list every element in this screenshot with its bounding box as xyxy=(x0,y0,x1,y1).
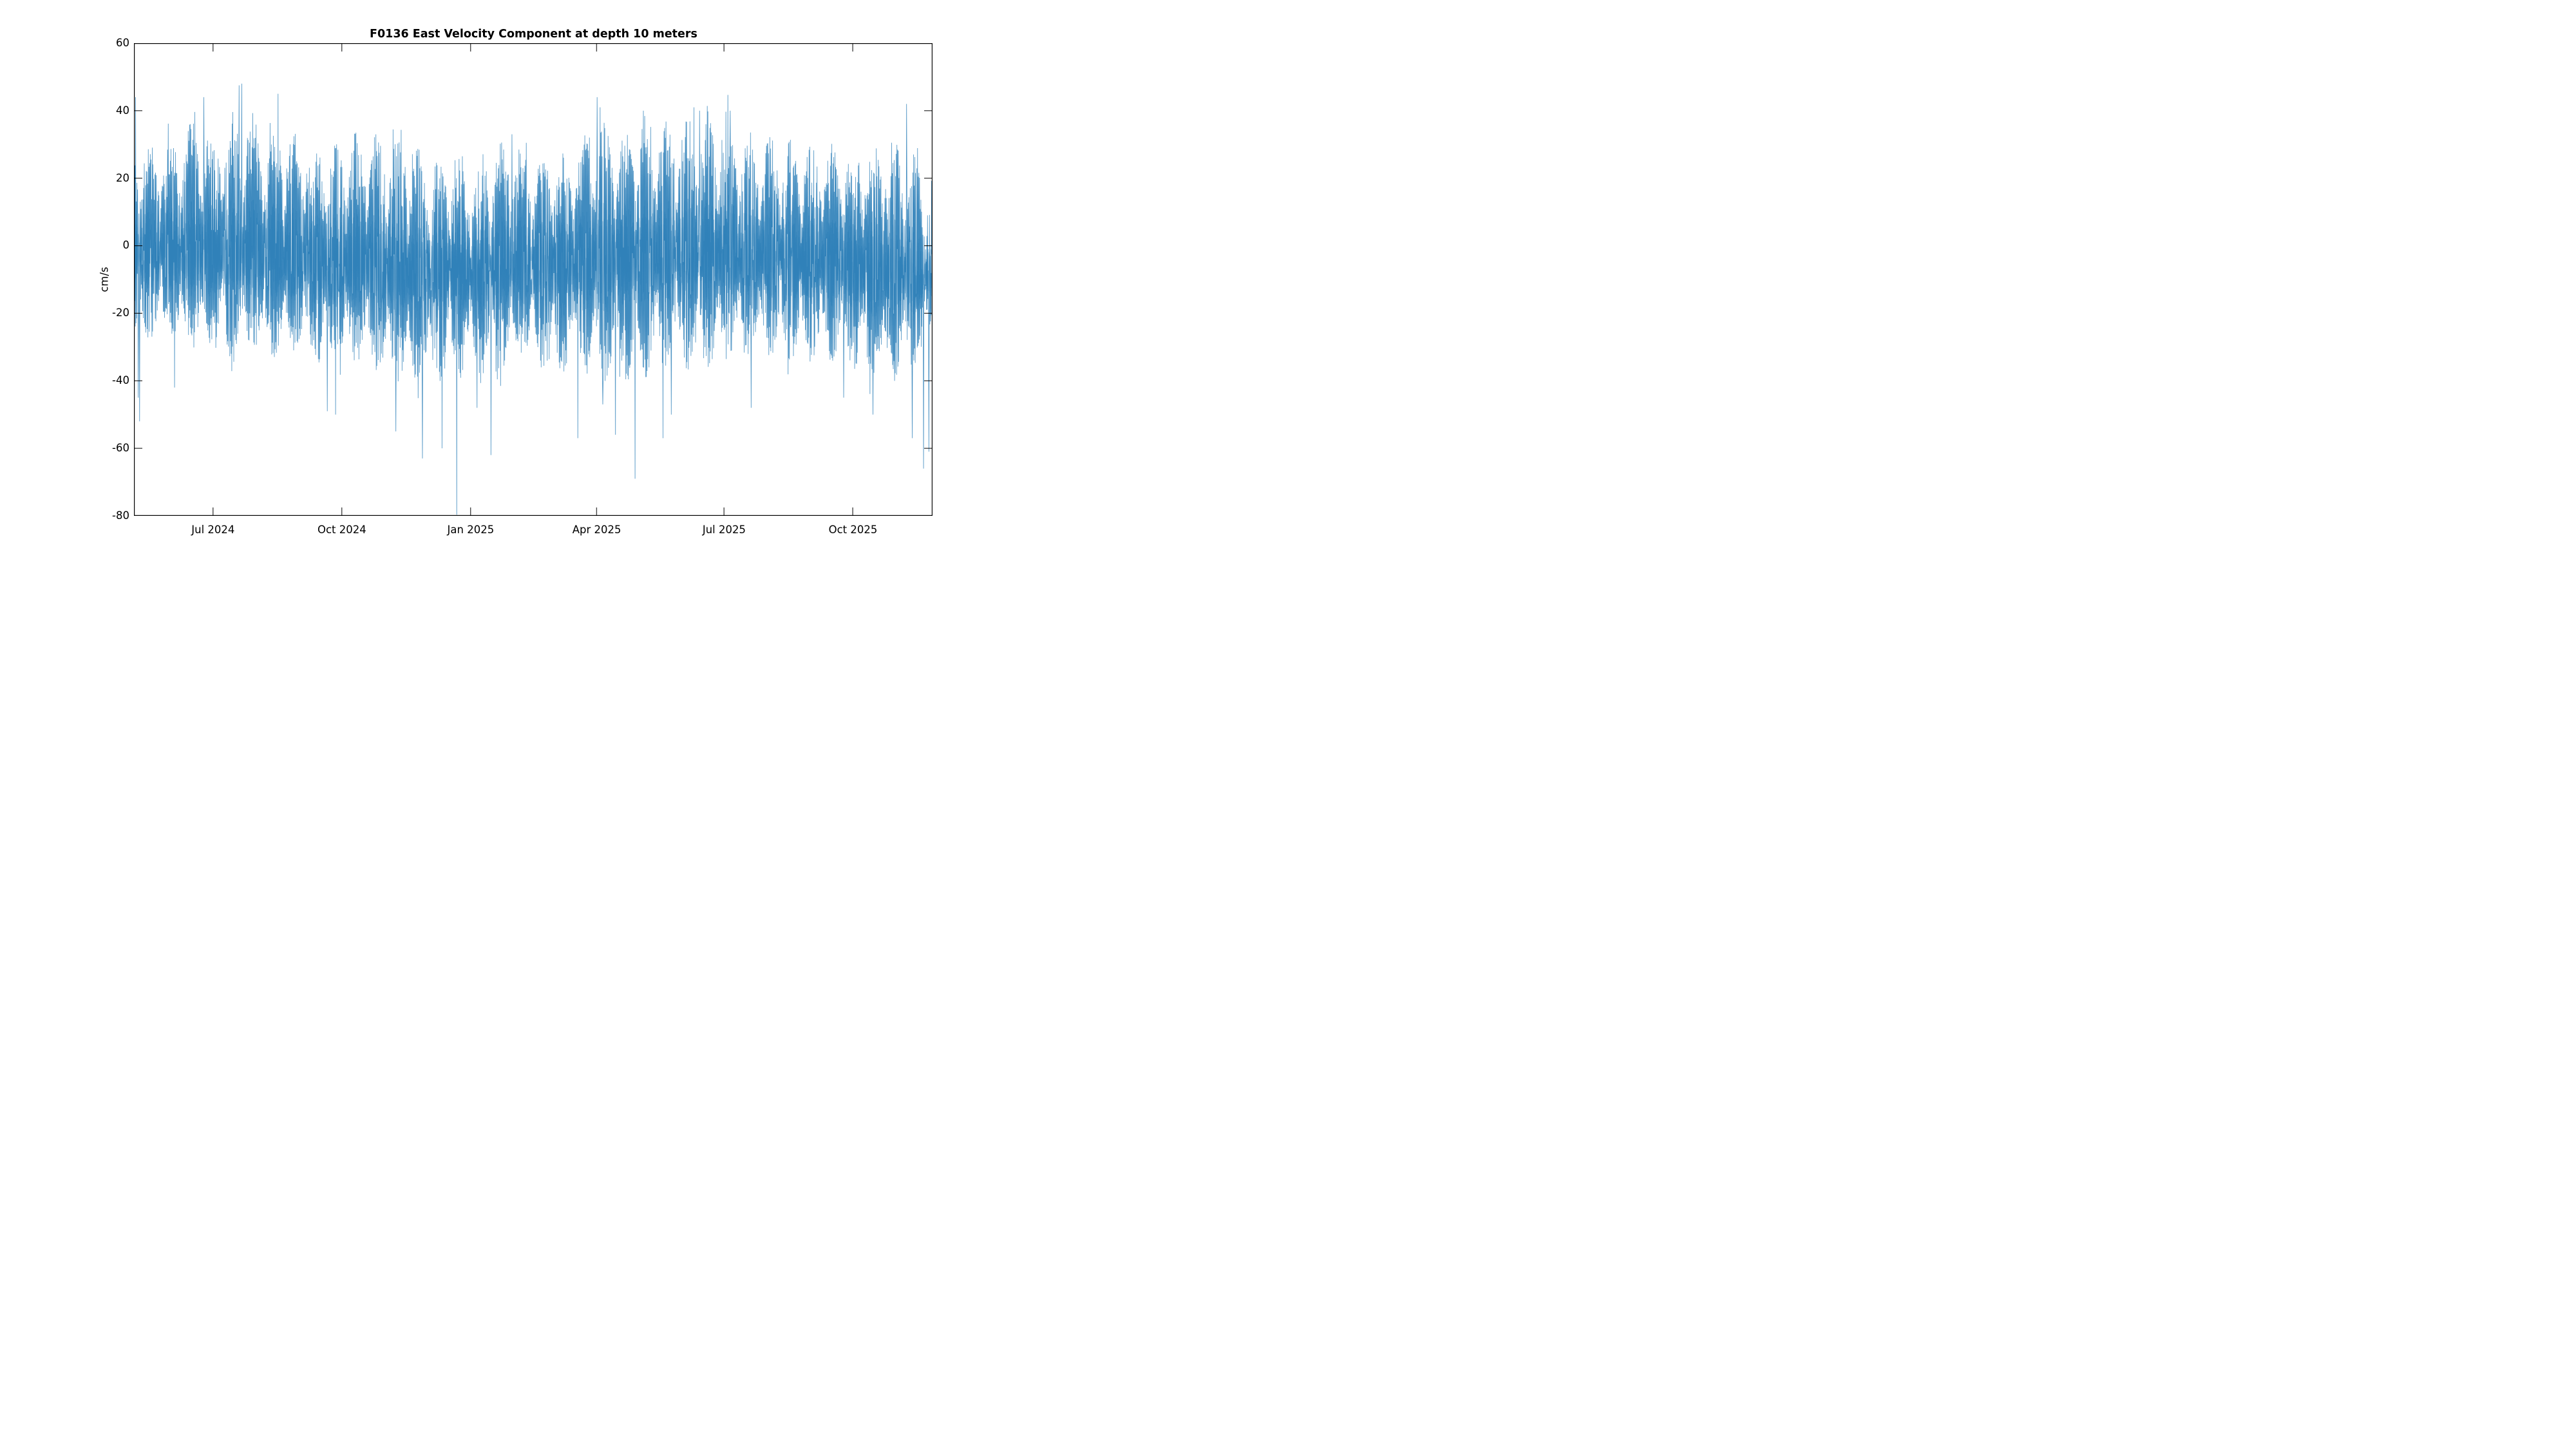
y-tick-label: -80 xyxy=(112,509,129,522)
y-tick-label: -40 xyxy=(112,374,129,387)
x-tick-label: Oct 2025 xyxy=(828,524,878,536)
plot-canvas xyxy=(134,43,933,516)
x-tick-label: Apr 2025 xyxy=(572,524,621,536)
x-tick-label: Oct 2024 xyxy=(317,524,366,536)
x-tick-label: Jul 2025 xyxy=(702,524,746,536)
plot-area xyxy=(134,43,933,516)
y-axis-label: cm/s xyxy=(98,267,111,292)
y-tick-label: 40 xyxy=(116,104,129,117)
y-tick-label: -60 xyxy=(112,441,129,454)
y-tick-label: 20 xyxy=(116,171,129,184)
y-tick-label: 60 xyxy=(116,36,129,49)
figure: F0136 East Velocity Component at depth 1… xyxy=(0,0,1030,580)
x-tick-label: Jan 2025 xyxy=(447,524,495,536)
y-tick-label: 0 xyxy=(122,239,130,252)
y-tick-label: -20 xyxy=(112,307,129,319)
x-tick-label: Jul 2024 xyxy=(191,524,235,536)
chart-title: F0136 East Velocity Component at depth 1… xyxy=(370,28,697,41)
